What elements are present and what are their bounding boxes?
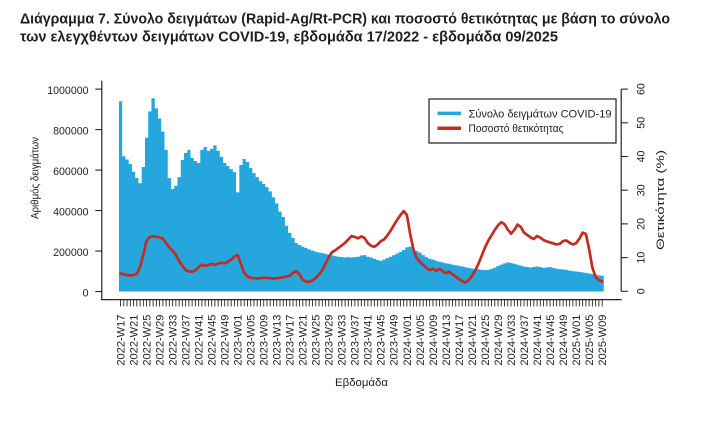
svg-text:2022-W37: 2022-W37 [180, 315, 192, 366]
svg-text:2023-W25: 2023-W25 [311, 315, 323, 366]
svg-text:2025-W09: 2025-W09 [597, 315, 609, 366]
svg-text:200000: 200000 [53, 247, 88, 259]
svg-text:10: 10 [635, 252, 647, 264]
svg-text:2024-W01: 2024-W01 [402, 315, 414, 366]
svg-text:2024-W13: 2024-W13 [441, 315, 453, 366]
svg-text:30: 30 [635, 184, 647, 196]
svg-text:2023-W49: 2023-W49 [389, 315, 401, 366]
svg-text:Εβδομάδα: Εβδομάδα [335, 377, 388, 389]
svg-text:2025-W01: 2025-W01 [571, 315, 583, 366]
svg-text:2024-W49: 2024-W49 [558, 315, 570, 366]
svg-text:Ποσοστό θετικότητας: Ποσοστό θετικότητας [469, 123, 565, 135]
svg-text:Αριθμός δειγμάτων: Αριθμός δειγμάτων [29, 137, 41, 219]
svg-text:2024-W25: 2024-W25 [480, 315, 492, 366]
svg-text:2024-W09: 2024-W09 [428, 315, 440, 366]
svg-text:2024-W45: 2024-W45 [545, 315, 557, 366]
svg-text:2022-W49: 2022-W49 [220, 315, 232, 366]
svg-text:2024-W29: 2024-W29 [493, 315, 505, 366]
svg-text:2023-W05: 2023-W05 [246, 315, 258, 366]
svg-text:2023-W33: 2023-W33 [337, 315, 349, 366]
svg-text:2022-W45: 2022-W45 [207, 315, 219, 366]
svg-text:2023-W17: 2023-W17 [285, 315, 297, 366]
svg-text:2023-W21: 2023-W21 [298, 315, 310, 366]
svg-text:600000: 600000 [53, 166, 88, 178]
svg-text:0: 0 [83, 287, 89, 299]
svg-text:1000000: 1000000 [47, 85, 88, 97]
svg-text:2022-W21: 2022-W21 [128, 315, 140, 366]
svg-text:2023-W29: 2023-W29 [324, 315, 336, 366]
svg-text:2022-W29: 2022-W29 [154, 315, 166, 366]
svg-text:2024-W37: 2024-W37 [519, 315, 531, 366]
svg-text:2023-W37: 2023-W37 [350, 315, 362, 366]
svg-text:0: 0 [635, 288, 647, 294]
svg-text:2023-W13: 2023-W13 [272, 315, 284, 366]
svg-text:Θετικότητα (%): Θετικότητα (%) [655, 150, 667, 250]
svg-text:των ελεγχθέντων δειγμάτων COVI: των ελεγχθέντων δειγμάτων COVID-19, εβδο… [20, 28, 559, 45]
svg-text:800000: 800000 [53, 125, 88, 137]
svg-text:Σύνολο δειγμάτων COVID-19: Σύνολο δειγμάτων COVID-19 [469, 108, 612, 120]
svg-text:2022-W25: 2022-W25 [141, 315, 153, 366]
svg-text:Διάγραμμα 7. Σύνολο δειγμάτων: Διάγραμμα 7. Σύνολο δειγμάτων (Rapid-Ag/… [20, 11, 670, 28]
svg-text:2022-W33: 2022-W33 [167, 315, 179, 366]
svg-text:2024-W05: 2024-W05 [415, 315, 427, 366]
svg-text:400000: 400000 [53, 206, 88, 218]
svg-text:2023-W01: 2023-W01 [233, 315, 245, 366]
svg-text:2024-W33: 2024-W33 [506, 315, 518, 366]
svg-text:2023-W09: 2023-W09 [259, 315, 271, 366]
svg-text:40: 40 [635, 150, 647, 162]
svg-text:2023-W45: 2023-W45 [376, 315, 388, 366]
svg-text:2022-W41: 2022-W41 [194, 315, 206, 366]
svg-text:20: 20 [635, 218, 647, 230]
svg-text:2024-W17: 2024-W17 [454, 315, 466, 366]
svg-text:2024-W21: 2024-W21 [467, 315, 479, 366]
svg-text:50: 50 [635, 117, 647, 129]
svg-text:2023-W41: 2023-W41 [363, 315, 375, 366]
svg-text:2024-W41: 2024-W41 [532, 315, 544, 366]
svg-text:2025-W05: 2025-W05 [584, 315, 596, 366]
svg-text:2022-W17: 2022-W17 [115, 315, 127, 366]
svg-text:60: 60 [635, 83, 647, 95]
